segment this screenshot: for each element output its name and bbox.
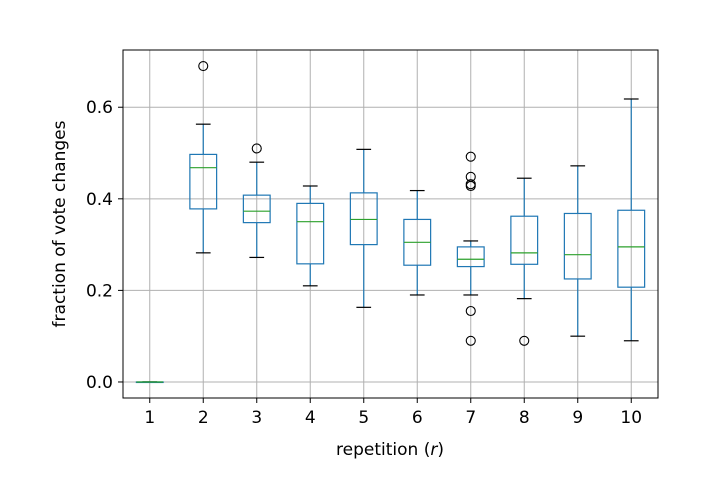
box-iqr bbox=[189, 153, 218, 210]
box-iqr bbox=[563, 212, 592, 280]
outlier-point bbox=[251, 143, 262, 154]
outlier-point bbox=[465, 151, 476, 162]
outlier-point bbox=[465, 179, 476, 190]
box-group-1 bbox=[135, 381, 164, 384]
box-group-8 bbox=[510, 177, 539, 346]
box-group-2 bbox=[189, 60, 218, 254]
box-iqr bbox=[510, 215, 539, 265]
outlier-point bbox=[465, 171, 476, 182]
box-group-4 bbox=[296, 185, 325, 287]
x-tick-label: 10 bbox=[620, 408, 642, 428]
outlier-point bbox=[465, 335, 476, 346]
box-group-7 bbox=[456, 151, 485, 346]
x-tick-label: 6 bbox=[412, 408, 423, 428]
y-tick-label: 0.4 bbox=[86, 190, 113, 210]
boxes-layer bbox=[135, 60, 646, 384]
box-iqr bbox=[617, 209, 646, 288]
x-tick-label: 8 bbox=[519, 408, 530, 428]
x-tick-label: 9 bbox=[572, 408, 583, 428]
x-axis-label-close: ) bbox=[437, 440, 444, 460]
x-tick-label: 4 bbox=[305, 408, 316, 428]
box-group-5 bbox=[349, 148, 378, 308]
y-tick-label: 0.0 bbox=[86, 373, 113, 393]
x-tick-label: 7 bbox=[465, 408, 476, 428]
x-axis: 1 2 3 4 5 6 7 8 9 10 bbox=[144, 398, 642, 428]
x-tick-label: 1 bbox=[144, 408, 155, 428]
y-tick-label: 0.6 bbox=[86, 98, 113, 118]
box-group-3 bbox=[242, 143, 271, 259]
box-group-10 bbox=[617, 98, 646, 342]
box-iqr bbox=[242, 194, 271, 224]
outlier-point bbox=[519, 335, 530, 346]
plot-frame bbox=[122, 49, 659, 399]
x-axis-label-text: repetition ( bbox=[336, 440, 430, 460]
outlier-point bbox=[198, 60, 209, 72]
box-iqr bbox=[456, 246, 485, 268]
box-iqr bbox=[296, 202, 325, 265]
x-tick-label: 2 bbox=[198, 408, 209, 428]
y-axis: 0.0 0.2 0.4 0.6 bbox=[86, 98, 123, 393]
box-iqr bbox=[349, 192, 378, 246]
y-tick-label: 0.2 bbox=[86, 281, 113, 301]
box-group-6 bbox=[403, 189, 432, 296]
x-axis-label-variable: r bbox=[430, 440, 438, 460]
x-tick-label: 5 bbox=[358, 408, 369, 428]
x-axis-label: repetition (r) bbox=[336, 440, 444, 460]
x-tick-label: 3 bbox=[251, 408, 262, 428]
y-axis-label: fraction of vote changes bbox=[50, 120, 70, 327]
box-group-9 bbox=[563, 165, 592, 337]
outlier-point bbox=[465, 305, 476, 317]
